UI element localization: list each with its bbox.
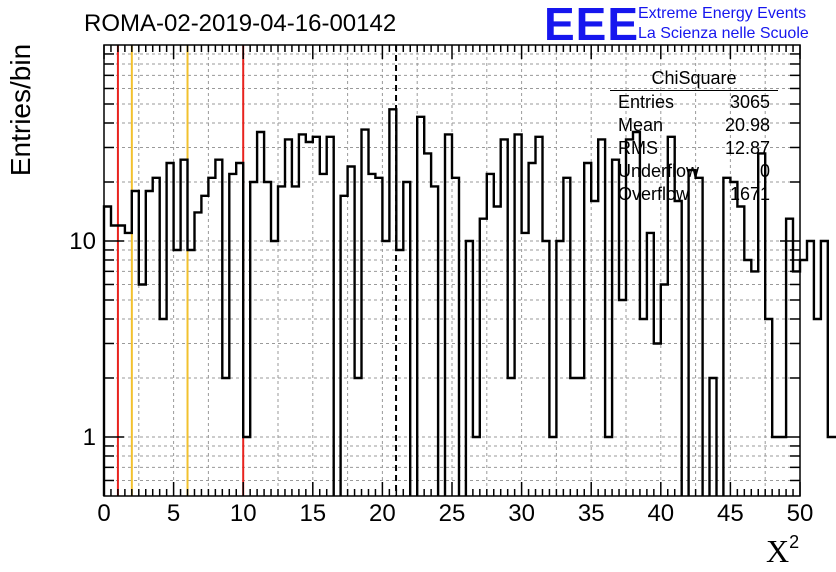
- chart-title: ROMA-02-2019-04-16-00142: [84, 10, 397, 37]
- y-tick-label: 10: [69, 228, 96, 255]
- stat-key: Mean: [618, 115, 664, 135]
- x-axis-label: X2: [766, 532, 799, 570]
- stats-box: ChiSquare Entries 3065 Mean 20.98 RMS 12…: [610, 68, 778, 208]
- x-tick-label: 35: [578, 500, 605, 527]
- x-axis-label-symbol: X: [766, 533, 790, 569]
- eee-logo-mark: EEE: [544, 0, 640, 50]
- stat-row-overflow: Overflow 1671: [618, 184, 770, 206]
- x-axis-label-superscript: 2: [789, 532, 800, 552]
- x-tick-label: 30: [508, 500, 535, 527]
- stat-row-rms: RMS 12.87: [618, 138, 770, 160]
- stat-row-underflow: Underflow 0: [618, 161, 770, 183]
- histogram-series: [102, 108, 836, 496]
- stat-row-mean: Mean 20.98: [618, 115, 770, 137]
- stat-value: 20.98: [724, 115, 770, 135]
- stat-key: RMS: [618, 138, 658, 158]
- stat-value: 3065: [729, 92, 770, 112]
- stats-title: ChiSquare: [651, 68, 737, 88]
- x-tick-label: 15: [299, 500, 326, 527]
- tick-labels: 0 5 10 15 20 25 30 35 40 45 50 1 10: [69, 228, 813, 527]
- x-tick-label: 50: [787, 500, 814, 527]
- stat-value: 0: [759, 161, 770, 181]
- stat-key: Entries: [618, 92, 675, 112]
- stat-key: Underflow: [618, 161, 700, 181]
- x-tick-label: 10: [230, 500, 257, 527]
- x-tick-label: 25: [439, 500, 466, 527]
- stat-value: 1671: [729, 184, 770, 204]
- logo-line-1: Extreme Energy Events: [638, 5, 807, 22]
- x-tick-label: 0: [97, 500, 110, 527]
- x-tick-label: 45: [717, 500, 744, 527]
- x-tick-label: 20: [369, 500, 396, 527]
- axis-ticks: [103, 45, 801, 496]
- grid-lines: [104, 45, 800, 496]
- y-axis-label-text: Entries/bin: [5, 43, 36, 177]
- logo-line-2: La Scienza nelle Scuole: [638, 25, 809, 42]
- y-axis-label: Entries/bin: [4, 20, 38, 200]
- stats-divider: [610, 90, 778, 91]
- x-tick-label: 5: [167, 500, 180, 527]
- x-tick-label: 40: [647, 500, 674, 527]
- y-tick-label: 1: [83, 424, 96, 451]
- stat-row-entries: Entries 3065: [618, 92, 770, 114]
- stat-value: 12.87: [724, 138, 770, 158]
- stat-key: Overflow: [618, 184, 690, 204]
